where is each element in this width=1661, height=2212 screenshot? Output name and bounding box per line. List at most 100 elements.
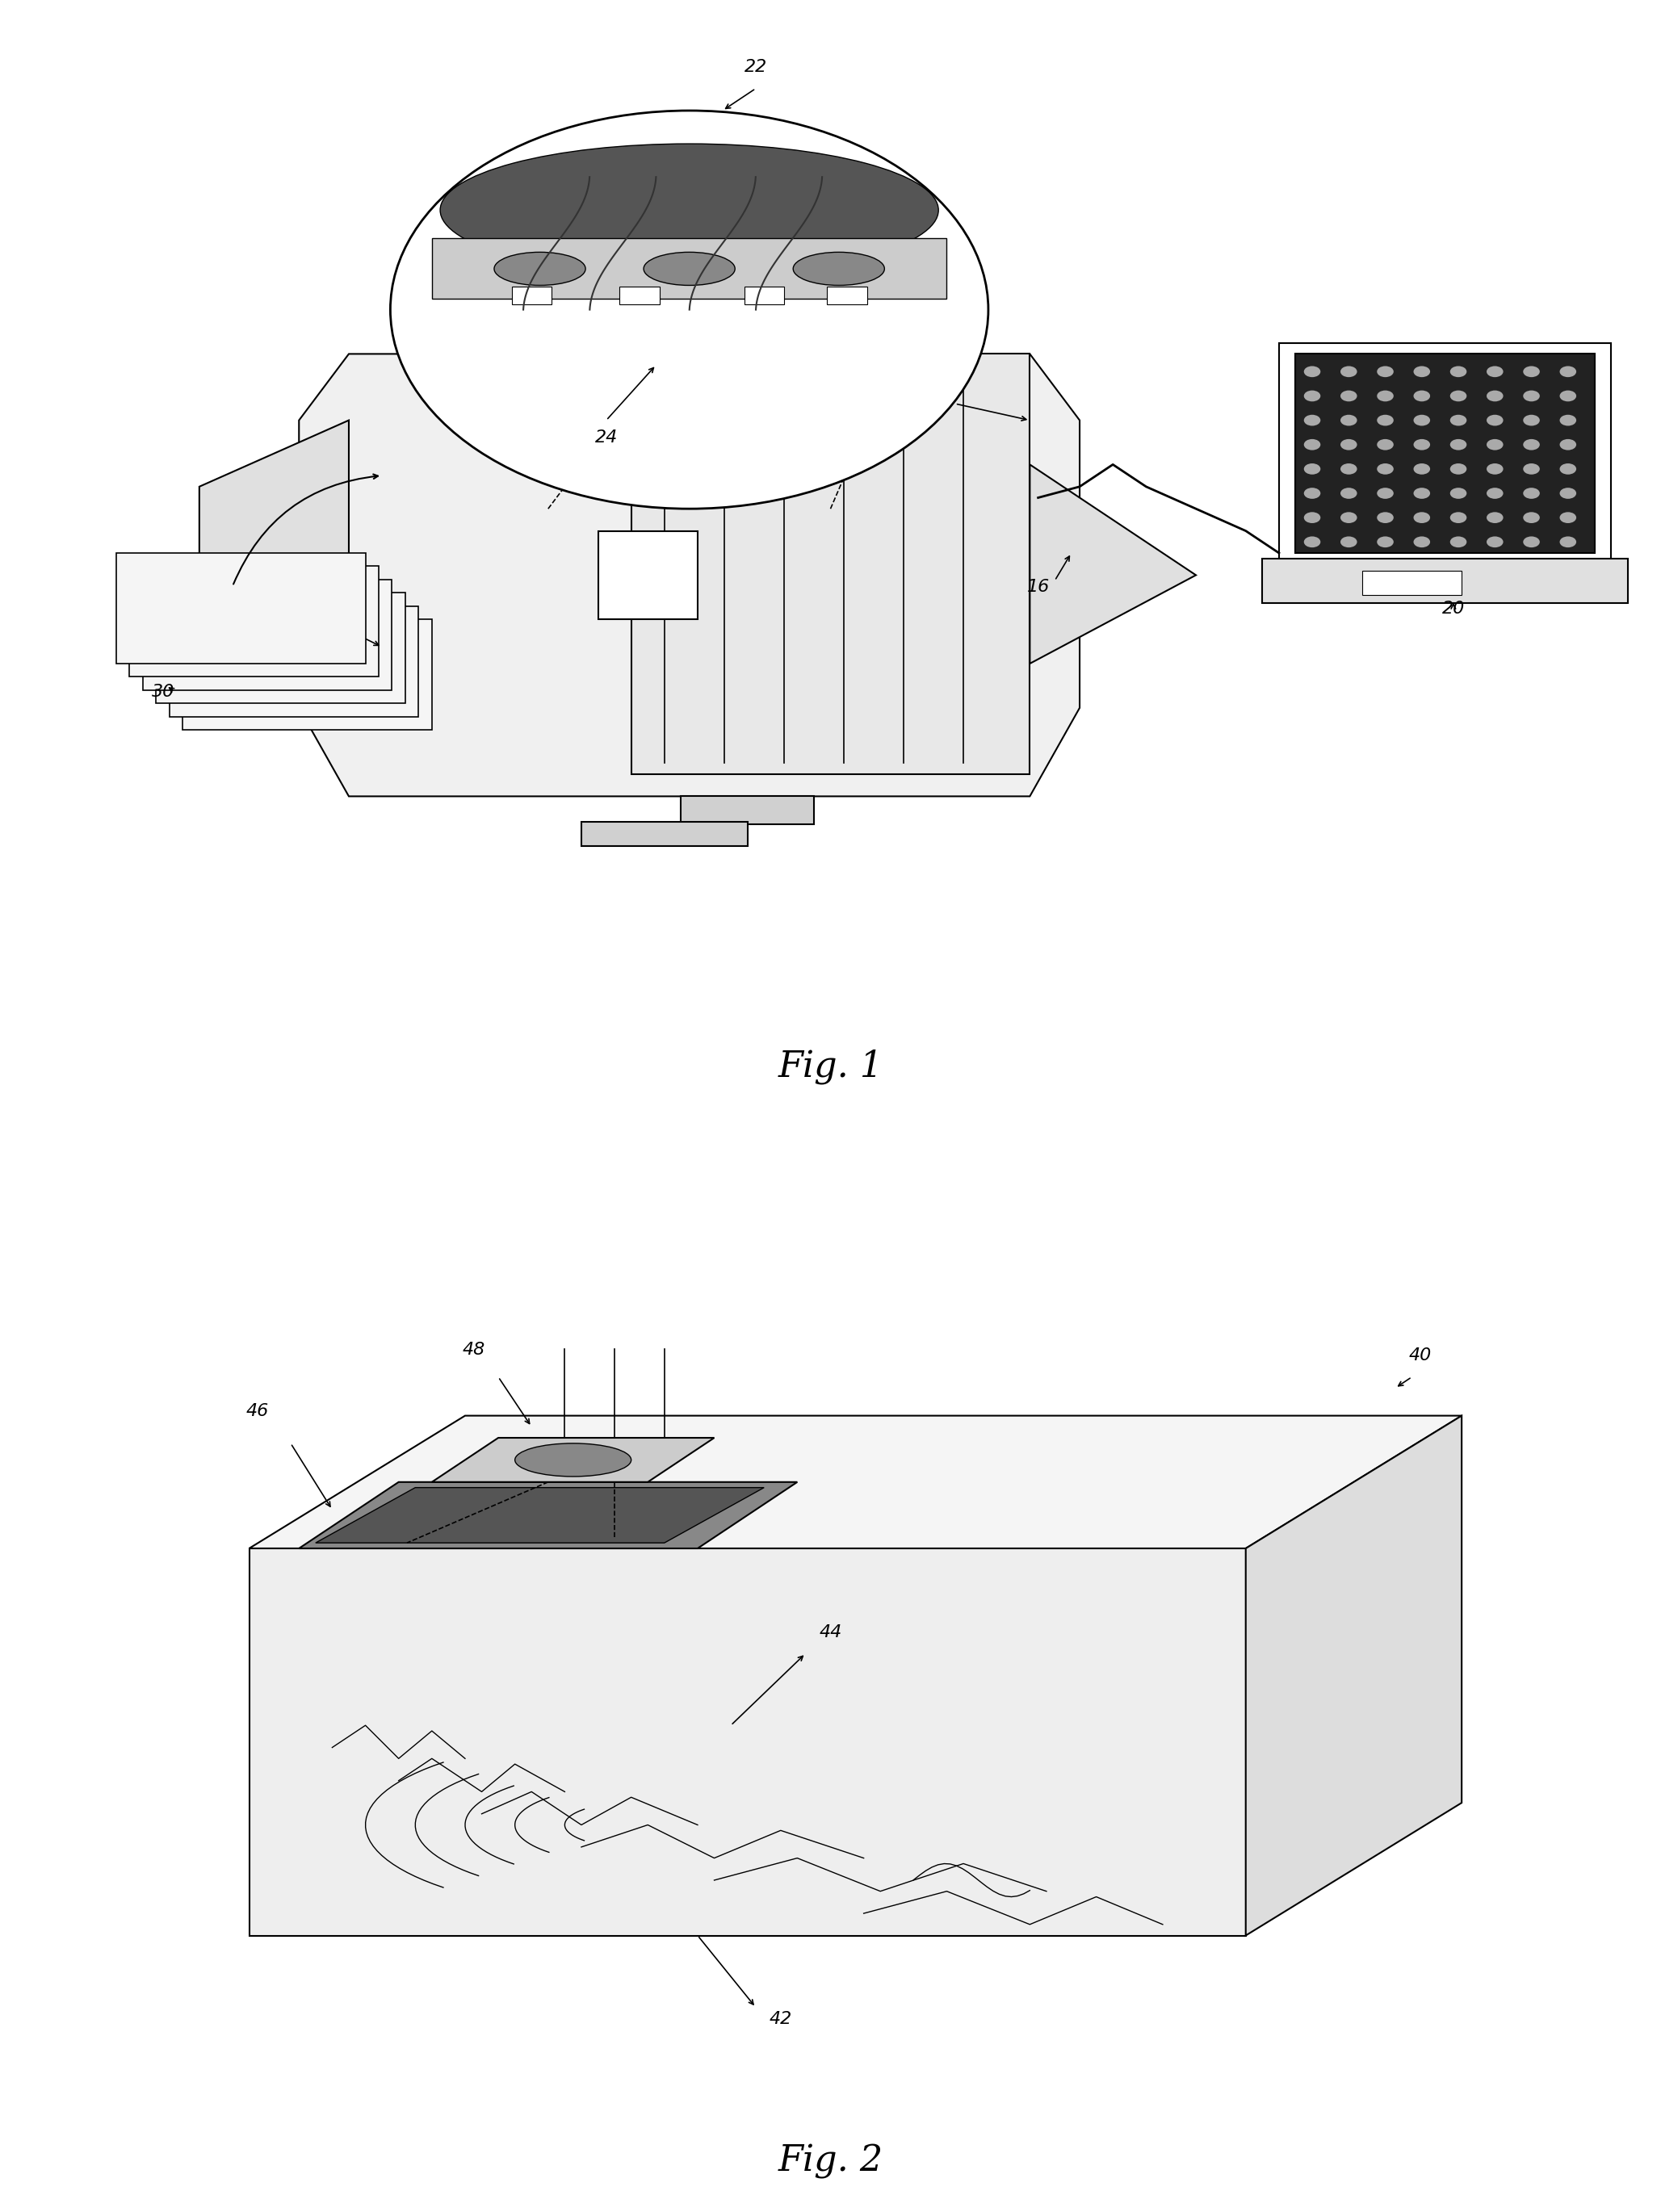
Bar <box>620 288 659 305</box>
Circle shape <box>1377 513 1394 522</box>
Bar <box>681 332 814 361</box>
Ellipse shape <box>515 1444 631 1478</box>
Circle shape <box>1450 465 1467 476</box>
Text: 20: 20 <box>1442 602 1465 617</box>
Circle shape <box>1450 513 1467 522</box>
Text: 12: 12 <box>744 392 767 407</box>
Circle shape <box>1523 392 1540 403</box>
Polygon shape <box>316 1486 764 1544</box>
Circle shape <box>1523 489 1540 500</box>
Circle shape <box>1487 365 1503 376</box>
Text: 10: 10 <box>312 650 336 666</box>
Bar <box>744 288 784 305</box>
Polygon shape <box>631 354 1030 774</box>
Ellipse shape <box>643 252 734 285</box>
Circle shape <box>1377 465 1394 476</box>
Circle shape <box>1414 365 1430 376</box>
Circle shape <box>1414 416 1430 425</box>
Circle shape <box>1304 438 1320 449</box>
Circle shape <box>1414 538 1430 549</box>
Circle shape <box>1560 538 1576 549</box>
Circle shape <box>1340 489 1357 500</box>
Circle shape <box>1377 489 1394 500</box>
Circle shape <box>1450 489 1467 500</box>
Circle shape <box>1487 438 1503 449</box>
Circle shape <box>1487 489 1503 500</box>
Bar <box>116 553 365 664</box>
Circle shape <box>1487 392 1503 403</box>
Circle shape <box>1523 465 1540 476</box>
Bar <box>827 288 867 305</box>
Circle shape <box>1304 489 1320 500</box>
Text: 40: 40 <box>1409 1347 1432 1363</box>
Circle shape <box>1487 513 1503 522</box>
Circle shape <box>1450 392 1467 403</box>
Circle shape <box>1560 438 1576 449</box>
Bar <box>183 619 432 730</box>
Circle shape <box>1523 513 1540 522</box>
Circle shape <box>1377 538 1394 549</box>
Circle shape <box>1450 416 1467 425</box>
Circle shape <box>1523 365 1540 376</box>
Circle shape <box>1304 392 1320 403</box>
Circle shape <box>1487 416 1503 425</box>
Text: 44: 44 <box>819 1624 842 1639</box>
Polygon shape <box>1246 1416 1462 1936</box>
Circle shape <box>1340 365 1357 376</box>
Bar <box>581 821 747 847</box>
Text: Fig. 2: Fig. 2 <box>777 2143 884 2179</box>
Circle shape <box>1560 365 1576 376</box>
Circle shape <box>1304 538 1320 549</box>
Circle shape <box>1304 513 1320 522</box>
Circle shape <box>1560 513 1576 522</box>
Bar <box>1279 343 1611 564</box>
Bar <box>512 288 551 305</box>
Polygon shape <box>299 354 1080 796</box>
Text: 30: 30 <box>151 684 174 699</box>
Bar <box>143 580 392 690</box>
Ellipse shape <box>794 252 885 285</box>
Circle shape <box>1304 465 1320 476</box>
Circle shape <box>1560 416 1576 425</box>
Circle shape <box>1523 438 1540 449</box>
Circle shape <box>1340 538 1357 549</box>
Circle shape <box>1377 438 1394 449</box>
Polygon shape <box>249 1548 1246 1936</box>
Circle shape <box>1340 416 1357 425</box>
Text: 42: 42 <box>769 2011 792 2026</box>
Circle shape <box>1560 465 1576 476</box>
Circle shape <box>1414 513 1430 522</box>
FancyBboxPatch shape <box>598 531 698 619</box>
Circle shape <box>1450 438 1467 449</box>
Circle shape <box>1414 438 1430 449</box>
Polygon shape <box>432 1438 714 1482</box>
Circle shape <box>1377 365 1394 376</box>
Ellipse shape <box>493 252 585 285</box>
Circle shape <box>1340 438 1357 449</box>
Text: 22: 22 <box>744 60 767 75</box>
Circle shape <box>1450 538 1467 549</box>
Circle shape <box>1560 392 1576 403</box>
Polygon shape <box>199 420 349 708</box>
Circle shape <box>1414 465 1430 476</box>
Bar <box>169 606 419 717</box>
Circle shape <box>1377 392 1394 403</box>
Circle shape <box>1340 392 1357 403</box>
Circle shape <box>1377 416 1394 425</box>
Polygon shape <box>1030 465 1196 664</box>
Text: 14: 14 <box>894 396 917 411</box>
Circle shape <box>1523 538 1540 549</box>
Text: 24: 24 <box>595 429 618 445</box>
Circle shape <box>1450 365 1467 376</box>
Bar <box>156 593 405 703</box>
Circle shape <box>390 111 988 509</box>
Circle shape <box>1487 538 1503 549</box>
Circle shape <box>1523 416 1540 425</box>
Circle shape <box>1487 465 1503 476</box>
Circle shape <box>1414 392 1430 403</box>
Polygon shape <box>249 1416 1462 1548</box>
Bar <box>130 566 379 677</box>
Text: 46: 46 <box>246 1402 269 1418</box>
Circle shape <box>1340 465 1357 476</box>
Bar <box>1262 560 1628 604</box>
